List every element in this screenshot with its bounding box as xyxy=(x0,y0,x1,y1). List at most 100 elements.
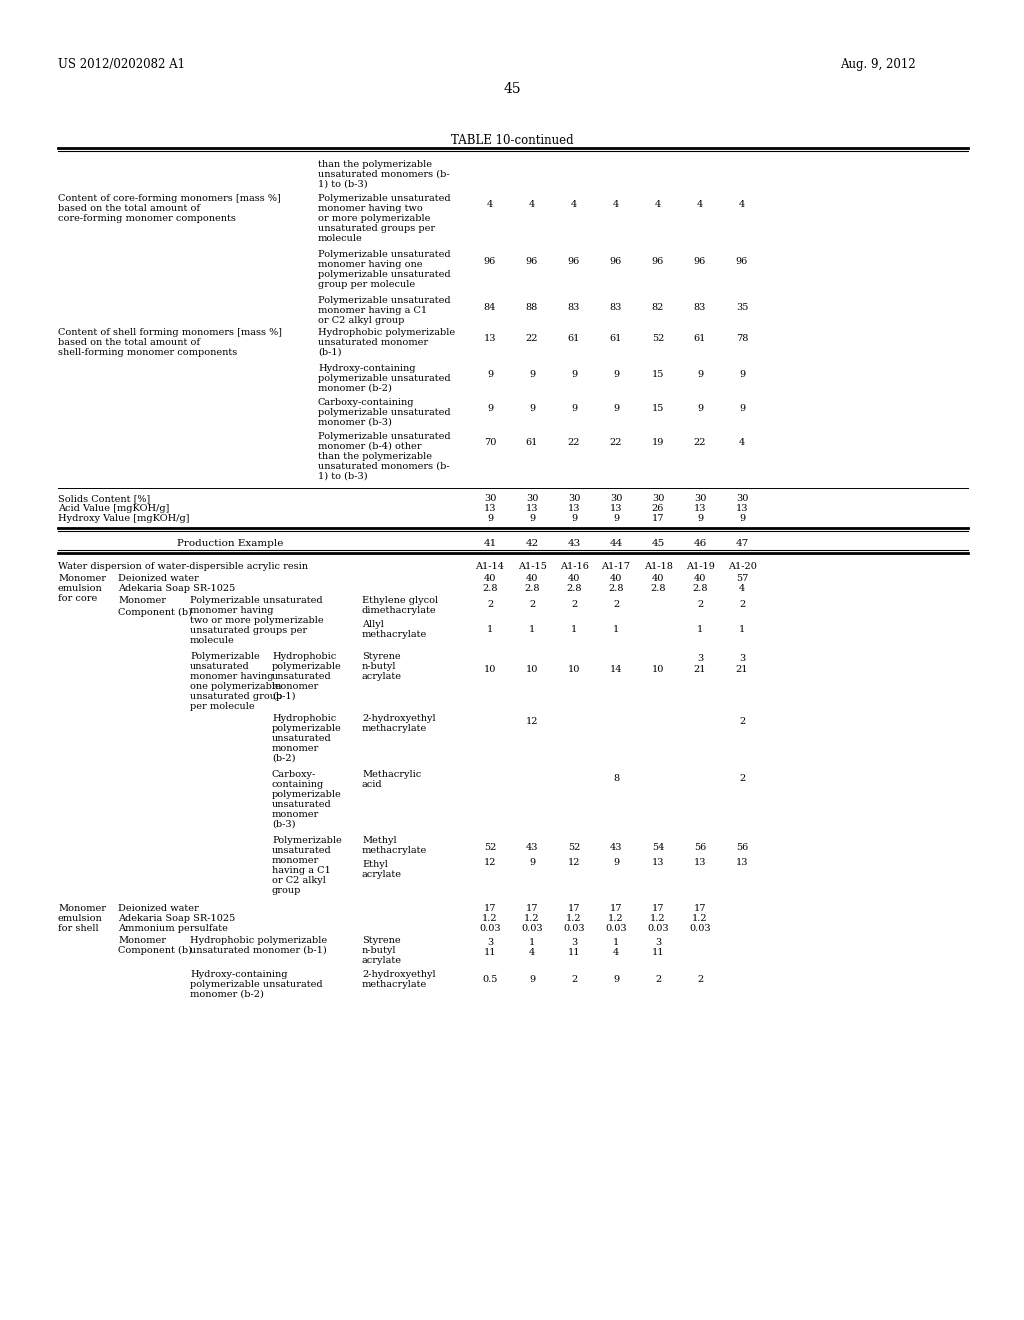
Text: 42: 42 xyxy=(525,539,539,548)
Text: A1-18: A1-18 xyxy=(643,562,673,572)
Text: 9: 9 xyxy=(529,858,536,867)
Text: Polymerizable: Polymerizable xyxy=(190,652,260,661)
Text: 11: 11 xyxy=(651,948,665,957)
Text: for core: for core xyxy=(58,594,97,603)
Text: 88: 88 xyxy=(526,304,539,312)
Text: 30: 30 xyxy=(483,494,497,503)
Text: 41: 41 xyxy=(483,539,497,548)
Text: methacrylate: methacrylate xyxy=(362,723,427,733)
Text: 22: 22 xyxy=(525,334,539,343)
Text: having a C1: having a C1 xyxy=(272,866,331,875)
Text: 1.2: 1.2 xyxy=(650,913,666,923)
Text: Monomer: Monomer xyxy=(58,904,106,913)
Text: 56: 56 xyxy=(736,843,749,851)
Text: 13: 13 xyxy=(609,504,623,513)
Text: Polymerizable unsaturated: Polymerizable unsaturated xyxy=(318,249,451,259)
Text: or C2 alkyl group: or C2 alkyl group xyxy=(318,315,404,325)
Text: 1.2: 1.2 xyxy=(482,913,498,923)
Text: 4: 4 xyxy=(528,201,536,209)
Text: 1) to (b-3): 1) to (b-3) xyxy=(318,180,368,189)
Text: unsaturated monomers (b-: unsaturated monomers (b- xyxy=(318,462,450,471)
Text: 4: 4 xyxy=(739,438,745,447)
Text: 4: 4 xyxy=(570,201,578,209)
Text: or more polymerizable: or more polymerizable xyxy=(318,214,430,223)
Text: polymerizable: polymerizable xyxy=(272,663,342,671)
Text: polymerizable unsaturated: polymerizable unsaturated xyxy=(190,979,323,989)
Text: 0.03: 0.03 xyxy=(605,924,627,933)
Text: 2: 2 xyxy=(697,975,703,983)
Text: 12: 12 xyxy=(483,858,497,867)
Text: molecule: molecule xyxy=(190,636,234,645)
Text: 9: 9 xyxy=(697,404,703,413)
Text: 4: 4 xyxy=(613,948,620,957)
Text: 40: 40 xyxy=(652,574,665,583)
Text: 0.03: 0.03 xyxy=(689,924,711,933)
Text: monomer having: monomer having xyxy=(190,672,273,681)
Text: monomer: monomer xyxy=(272,744,319,752)
Text: group: group xyxy=(272,886,301,895)
Text: 61: 61 xyxy=(610,334,623,343)
Text: unsaturated monomer (b-1): unsaturated monomer (b-1) xyxy=(190,946,327,954)
Text: 2: 2 xyxy=(570,975,578,983)
Text: 9: 9 xyxy=(487,370,494,379)
Text: 9: 9 xyxy=(613,975,620,983)
Text: Ethyl: Ethyl xyxy=(362,861,388,869)
Text: 1.2: 1.2 xyxy=(566,913,582,923)
Text: 57: 57 xyxy=(736,574,749,583)
Text: 9: 9 xyxy=(613,858,620,867)
Text: 11: 11 xyxy=(483,948,497,957)
Text: 83: 83 xyxy=(568,304,581,312)
Text: containing: containing xyxy=(272,780,325,789)
Text: Polymerizable unsaturated: Polymerizable unsaturated xyxy=(318,296,451,305)
Text: 12: 12 xyxy=(525,717,539,726)
Text: 52: 52 xyxy=(568,843,581,851)
Text: 13: 13 xyxy=(525,504,539,513)
Text: 9: 9 xyxy=(613,513,620,523)
Text: 9: 9 xyxy=(613,404,620,413)
Text: polymerizable: polymerizable xyxy=(272,789,342,799)
Text: 21: 21 xyxy=(693,665,707,675)
Text: 30: 30 xyxy=(736,494,749,503)
Text: monomer having a C1: monomer having a C1 xyxy=(318,306,427,315)
Text: 22: 22 xyxy=(567,438,581,447)
Text: 84: 84 xyxy=(483,304,497,312)
Text: 9: 9 xyxy=(739,370,745,379)
Text: based on the total amount of: based on the total amount of xyxy=(58,338,200,347)
Text: than the polymerizable: than the polymerizable xyxy=(318,160,432,169)
Text: 17: 17 xyxy=(693,904,707,913)
Text: 13: 13 xyxy=(567,504,581,513)
Text: 30: 30 xyxy=(610,494,623,503)
Text: 70: 70 xyxy=(483,438,497,447)
Text: 44: 44 xyxy=(609,539,623,548)
Text: unsaturated groups per: unsaturated groups per xyxy=(190,626,307,635)
Text: 56: 56 xyxy=(694,843,707,851)
Text: monomer: monomer xyxy=(272,810,319,818)
Text: Ethylene glycol: Ethylene glycol xyxy=(362,597,438,605)
Text: A1-17: A1-17 xyxy=(601,562,631,572)
Text: core-forming monomer components: core-forming monomer components xyxy=(58,214,236,223)
Text: 30: 30 xyxy=(568,494,581,503)
Text: 2.8: 2.8 xyxy=(482,583,498,593)
Text: Hydrophobic polymerizable: Hydrophobic polymerizable xyxy=(318,327,455,337)
Text: 40: 40 xyxy=(568,574,581,583)
Text: acrylate: acrylate xyxy=(362,672,402,681)
Text: 13: 13 xyxy=(736,858,749,867)
Text: 30: 30 xyxy=(525,494,539,503)
Text: Polymerizable unsaturated: Polymerizable unsaturated xyxy=(190,597,323,605)
Text: A1-14: A1-14 xyxy=(475,562,505,572)
Text: 22: 22 xyxy=(609,438,623,447)
Text: 1: 1 xyxy=(739,624,745,634)
Text: than the polymerizable: than the polymerizable xyxy=(318,451,432,461)
Text: 43: 43 xyxy=(525,843,539,851)
Text: Polymerizable: Polymerizable xyxy=(272,836,342,845)
Text: 96: 96 xyxy=(610,257,623,267)
Text: 47: 47 xyxy=(735,539,749,548)
Text: unsaturated: unsaturated xyxy=(272,846,332,855)
Text: 3: 3 xyxy=(486,939,494,946)
Text: 40: 40 xyxy=(483,574,497,583)
Text: 0.5: 0.5 xyxy=(482,975,498,983)
Text: 0.03: 0.03 xyxy=(521,924,543,933)
Text: unsaturated group: unsaturated group xyxy=(190,692,283,701)
Text: Allyl: Allyl xyxy=(362,620,384,630)
Text: 43: 43 xyxy=(567,539,581,548)
